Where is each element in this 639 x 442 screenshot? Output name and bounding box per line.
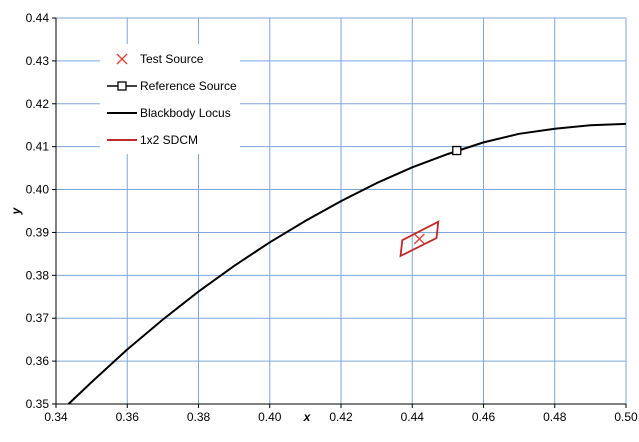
legend-item: Blackbody Locus [107, 106, 231, 120]
x-tick-label: 0.34 [44, 410, 68, 424]
legend-item: 1x2 SDCM [107, 133, 198, 147]
y-tick-label: 0.37 [26, 311, 50, 325]
x-axis-label: x [303, 410, 312, 424]
y-tick-label: 0.42 [26, 97, 50, 111]
marker-stroke [116, 53, 128, 65]
legend-item: Reference Source [107, 79, 237, 93]
legend: Test Source Reference Source Blackbody Loc… [100, 44, 240, 154]
blackbody-locus-line [67, 122, 627, 405]
legend-item: Test Source [116, 52, 204, 66]
y-tick-label: 0.36 [26, 354, 50, 368]
x-tick-label: 0.48 [543, 410, 567, 424]
legend-square-symbol [117, 81, 127, 91]
legend-label: Blackbody Locus [140, 106, 231, 120]
x-tick-labels: 0.34 0.36 0.38 0.40 0.42 0.44 0.46 0.48 0.50 [44, 404, 638, 424]
legend-label: Test Source [140, 52, 204, 66]
legend-label: Reference Source [140, 79, 237, 93]
x-tick-label: 0.46 [472, 410, 496, 424]
grid [55, 17, 627, 405]
marker-stroke [413, 233, 425, 245]
y-tick-label: 0.43 [26, 54, 50, 68]
y-tick-label: 0.35 [26, 397, 50, 411]
x-tick-label: 0.38 [187, 410, 211, 424]
legend-box [100, 44, 240, 154]
chart-marks [67, 122, 627, 405]
sdcm-ellipse-polygon [399, 220, 440, 258]
y-tick-labels: 0.35 0.36 0.37 0.38 0.39 0.40 0.41 0.42 0.43 0.44 [26, 11, 56, 411]
y-tick-label: 0.39 [26, 225, 50, 239]
y-tick-label: 0.40 [26, 183, 50, 197]
test-source-marker [413, 233, 425, 245]
reference-source-marker [452, 145, 462, 156]
x-tick-label: 0.40 [258, 410, 282, 424]
y-tick-label: 0.44 [26, 11, 50, 25]
x-tick-label: 0.44 [401, 410, 425, 424]
y-tick-label: 0.41 [26, 140, 50, 154]
x-tick-label: 0.50 [614, 410, 638, 424]
test-source-marker [116, 53, 128, 65]
x-tick-label: 0.36 [116, 410, 140, 424]
legend-label: 1x2 SDCM [140, 133, 198, 147]
y-tick-label: 0.38 [26, 268, 50, 282]
x-tick-label: 0.42 [329, 410, 353, 424]
y-axis-label: y [9, 206, 23, 215]
